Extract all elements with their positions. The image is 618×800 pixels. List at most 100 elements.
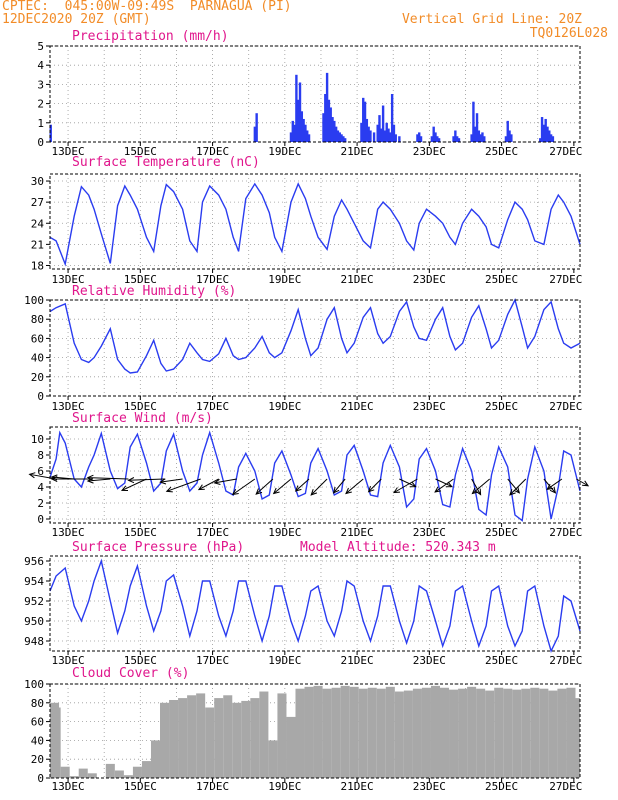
cloud-bar — [105, 763, 115, 778]
precip-bar — [295, 74, 298, 142]
precip-bar — [387, 128, 390, 142]
pressure-ytick-label: 956 — [24, 555, 44, 568]
humidity-title: Relative Humidity (%) — [72, 284, 236, 299]
wind-ytick-label: 10 — [31, 433, 44, 446]
humidity-xtick-label: 23DEC — [413, 400, 446, 413]
precip-bar — [432, 126, 435, 142]
precip-bar — [338, 132, 341, 142]
humidity-panel: 0 20 40 60 80 100 13DEC 15DEC 17DEC 19DEC 21DEC 23D… — [24, 284, 582, 413]
precip-bar — [307, 134, 311, 142]
wind-arrow — [472, 478, 491, 494]
wind-ytick-label: 2 — [37, 497, 44, 510]
precip-bar — [325, 72, 329, 142]
precip-bar — [474, 126, 477, 142]
pressure-xtick-label: 27DEC — [549, 654, 582, 667]
wind-arrow-head — [159, 478, 167, 485]
wind-arrow-head — [345, 487, 352, 495]
precip-bar — [297, 99, 300, 142]
temperature-title: Surface Temperature (nC) — [72, 155, 260, 170]
wind-xtick-label: 25DEC — [485, 526, 518, 539]
wind-xtick-label: 19DEC — [268, 526, 301, 539]
humidity-line — [49, 298, 581, 374]
cloud-bar — [512, 689, 522, 778]
precip-bar — [253, 126, 257, 142]
pressure-title: Surface Pressure (hPa) — [72, 540, 244, 555]
cloud-bar — [458, 688, 468, 778]
precip-bar — [483, 136, 486, 142]
precip-bar — [306, 130, 309, 142]
precip-bar — [378, 115, 381, 142]
cloud-bar — [132, 766, 142, 778]
precip-bar — [369, 130, 372, 142]
precip-bar — [376, 124, 379, 142]
humidity-xtick-label: 15DEC — [124, 400, 157, 413]
cloud-bar — [322, 688, 332, 778]
temperature-xtick-label: 27DEC — [549, 273, 582, 286]
precip-bar — [333, 120, 336, 142]
precip-bar — [360, 122, 363, 142]
cloud-bar — [503, 688, 513, 778]
precip-bar — [367, 126, 370, 142]
pressure-frame — [49, 555, 581, 652]
wind-arrow — [232, 478, 256, 495]
precipitation-ytick-label: 2 — [37, 98, 44, 111]
cloud-bar — [78, 768, 88, 778]
cloud-bar — [205, 707, 215, 778]
wind-arrow-head — [393, 487, 401, 494]
wind-arrow-head — [546, 483, 554, 490]
cloud-bar — [376, 688, 386, 778]
cloud-bar — [412, 688, 422, 778]
precipitation-frame — [49, 45, 581, 143]
cloud-ytick-label: 0 — [37, 772, 44, 785]
wind-arrow — [471, 478, 482, 495]
temperature-xtick-label: 15DEC — [124, 273, 157, 286]
wind-arrow — [295, 478, 310, 492]
header-coordinates: 045:00W-09:49S — [64, 0, 175, 14]
precip-bar — [392, 124, 396, 142]
cloud-bar — [214, 698, 224, 778]
precip-bar — [342, 136, 345, 142]
precipitation-xtick-label: 25DEC — [485, 145, 518, 158]
cloud-bar — [566, 687, 576, 778]
temperature-xtick-label: 13DEC — [52, 273, 85, 286]
wind-arrow-head — [332, 486, 340, 494]
wind-arrow — [166, 478, 201, 492]
wind-arrow-head — [434, 486, 442, 493]
wind-arrow-head — [272, 487, 280, 495]
model-altitude-label: Model Altitude: 520.343 m — [300, 540, 496, 555]
cloud-xtick-label: 17DEC — [196, 780, 229, 793]
temperature-xtick-label: 21DEC — [341, 273, 374, 286]
cloud-bar — [87, 773, 97, 778]
precip-bar — [363, 101, 367, 142]
precip-bar — [548, 130, 551, 142]
precip-bar — [455, 136, 459, 142]
cloud-bar — [385, 686, 395, 778]
cloud-bar — [187, 695, 197, 778]
wind-arrow-head — [445, 481, 453, 488]
precip-bar — [304, 124, 307, 142]
cloud-bar — [232, 702, 242, 778]
precip-bar — [430, 136, 434, 142]
temperature-ytick-label: 30 — [31, 175, 44, 188]
precip-bar — [508, 130, 511, 142]
precip-bar — [544, 118, 547, 142]
wind-arrow — [128, 478, 165, 481]
temperature-xtick-label: 25DEC — [485, 273, 518, 286]
precip-bar — [506, 120, 509, 142]
humidity-xtick-label: 21DEC — [341, 400, 374, 413]
wind-arrow — [435, 478, 453, 488]
precipitation-xtick-label: 17DEC — [196, 145, 229, 158]
wind-arrow — [87, 477, 129, 480]
precipitation-ytick-label: 5 — [37, 40, 44, 53]
precip-bar — [472, 101, 475, 142]
wind-arrow — [160, 478, 183, 483]
wind-arrow — [255, 478, 274, 495]
cloud-frame — [49, 683, 581, 779]
humidity-ytick-label: 0 — [37, 390, 44, 403]
cloud-bar — [358, 688, 368, 778]
cloud-xtick-label: 13DEC — [52, 780, 85, 793]
wind-arrow-head — [213, 478, 221, 485]
wind-arrow-head — [197, 484, 205, 491]
wind-line — [49, 430, 581, 522]
precip-bar — [470, 134, 473, 142]
